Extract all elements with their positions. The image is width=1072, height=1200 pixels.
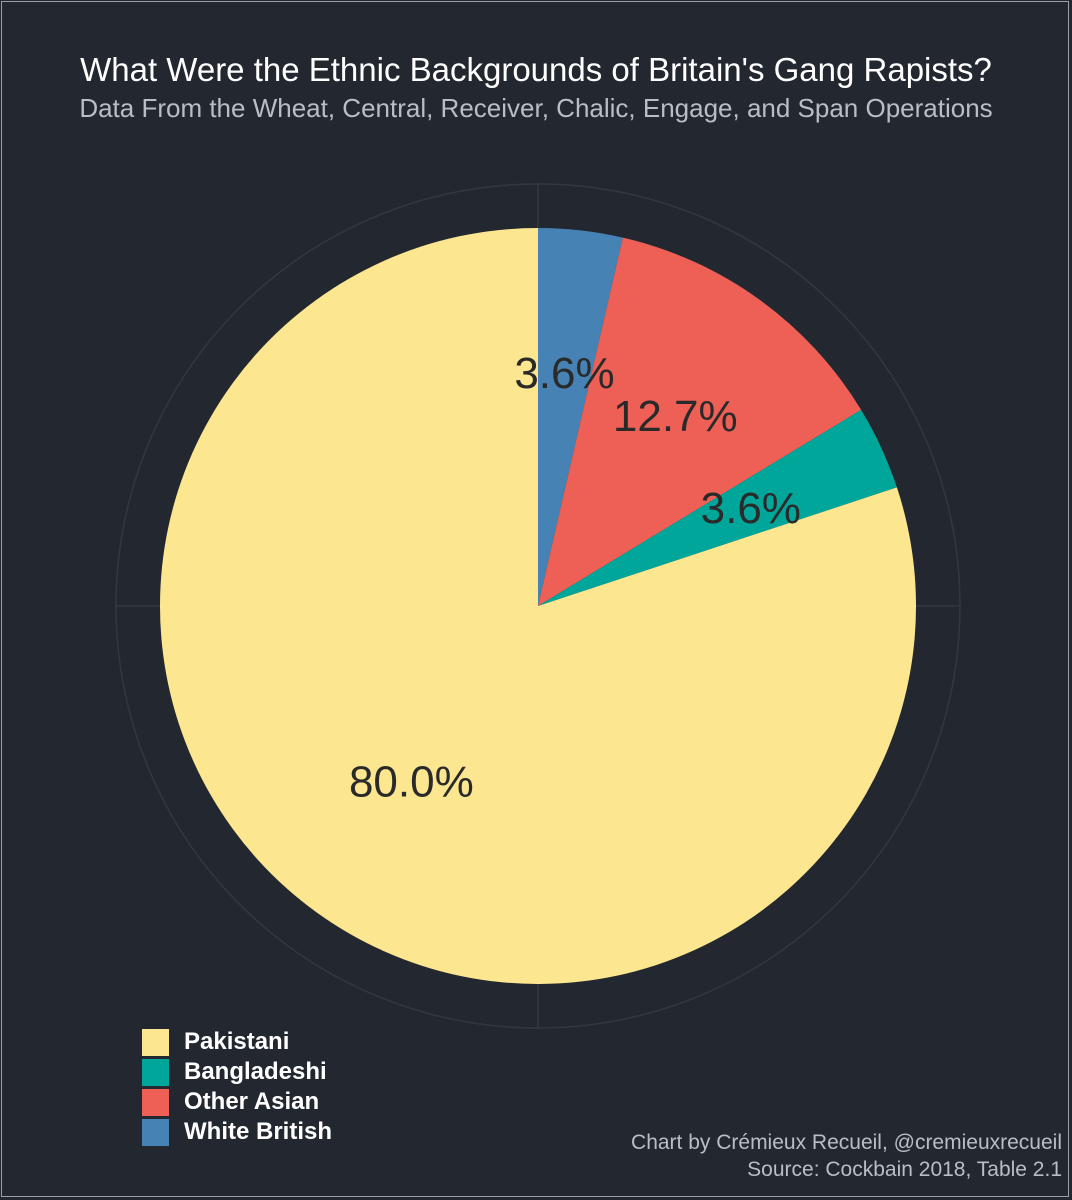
legend-item-pakistani: Pakistani: [142, 1027, 332, 1057]
data-label-white-british: 3.6%: [514, 349, 614, 398]
legend-item-white-british: White British: [142, 1117, 332, 1147]
data-label-pakistani: 80.0%: [349, 757, 474, 806]
pie-slice-bangladeshi: [538, 409, 897, 606]
caption-source: Source: Cockbain 2018, Table 2.1: [747, 1158, 1062, 1181]
legend-swatch-bangladeshi: [142, 1058, 169, 1086]
pie-slice-white-british: [538, 228, 623, 606]
pie-slice-other-asian: [538, 237, 862, 606]
legend-label-pakistani: Pakistani: [184, 1028, 290, 1055]
legend: Pakistani Bangladeshi Other Asian White …: [142, 1027, 332, 1147]
caption-credit: Chart by Crémieux Recueil, @cremieuxrecu…: [631, 1131, 1062, 1154]
legend-label-white-british: White British: [184, 1118, 332, 1145]
legend-label-other-asian: Other Asian: [184, 1088, 320, 1115]
legend-swatch-white-british: [142, 1118, 169, 1146]
legend-label-bangladeshi: Bangladeshi: [184, 1058, 327, 1085]
chart-subtitle: Data From the Wheat, Central, Receiver, …: [79, 93, 993, 123]
legend-swatch-pakistani: [142, 1028, 169, 1056]
legend-item-other-asian: Other Asian: [142, 1087, 332, 1117]
data-label-bangladeshi: 3.6%: [701, 484, 801, 533]
legend-item-bangladeshi: Bangladeshi: [142, 1057, 332, 1087]
pie-slice-pakistani: [160, 228, 917, 984]
chart-title: What Were the Ethnic Backgrounds of Brit…: [80, 51, 992, 88]
data-label-other-asian: 12.7%: [613, 392, 738, 441]
legend-swatch-other-asian: [142, 1088, 169, 1116]
caption: Chart by Crémieux Recueil, @cremieuxrecu…: [631, 1129, 1062, 1183]
